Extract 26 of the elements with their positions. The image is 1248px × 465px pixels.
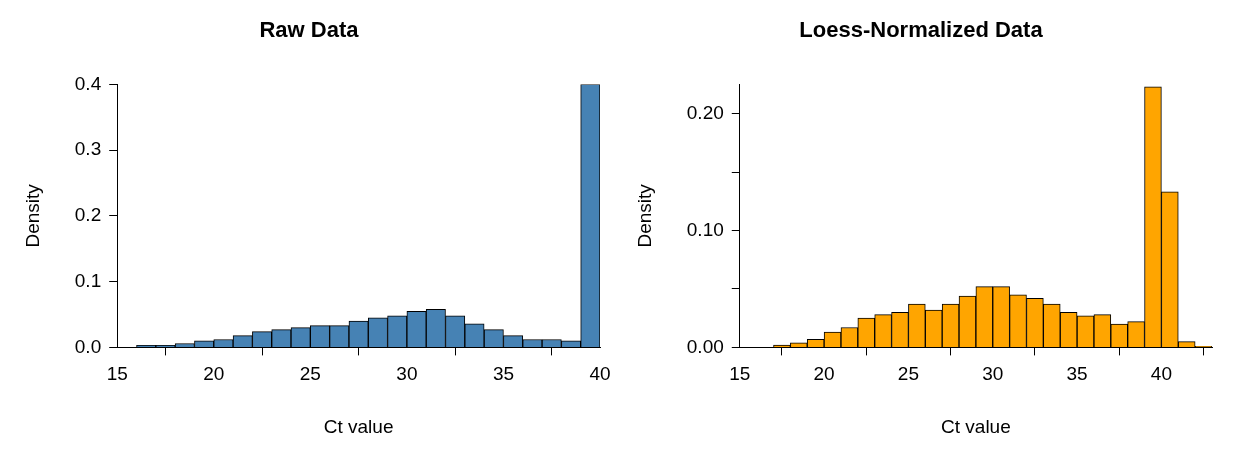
x-tick-label: 30	[396, 363, 418, 385]
x-axis-title: Ct value	[941, 415, 1011, 437]
x-tick-label: 20	[813, 363, 835, 385]
x-tick-label: 25	[897, 363, 919, 385]
y-tick-label: 0.20	[686, 101, 724, 123]
x-tick-label: 35	[492, 363, 515, 385]
chart-title: Loess-Normalized Data	[799, 17, 1044, 43]
x-tick-label: 25	[299, 363, 321, 385]
x-tick-label: 40	[589, 363, 611, 385]
y-tick-label: 0.0	[74, 335, 102, 357]
y-tick-label: 0.1	[74, 269, 102, 291]
x-tick-label: 35	[1066, 363, 1088, 385]
y-tick-label: 0.10	[686, 218, 724, 240]
x-tick-label: 15	[106, 363, 128, 385]
x-tick-label: 40	[1150, 363, 1172, 385]
y-axis-title: Density	[633, 183, 655, 248]
x-axis-title: Ct value	[323, 415, 394, 437]
x-tick-label: 30	[982, 363, 1004, 385]
y-tick-label: 0.3	[74, 138, 102, 160]
y-tick-label: 0.4	[74, 72, 102, 94]
chart-title: Raw Data	[259, 17, 360, 43]
y-tick-label: 0.00	[686, 335, 724, 357]
x-tick-label: 15	[729, 363, 751, 385]
y-tick-label: 0.2	[74, 204, 102, 226]
x-tick-label: 20	[203, 363, 225, 385]
y-axis-title: Density	[21, 183, 43, 248]
